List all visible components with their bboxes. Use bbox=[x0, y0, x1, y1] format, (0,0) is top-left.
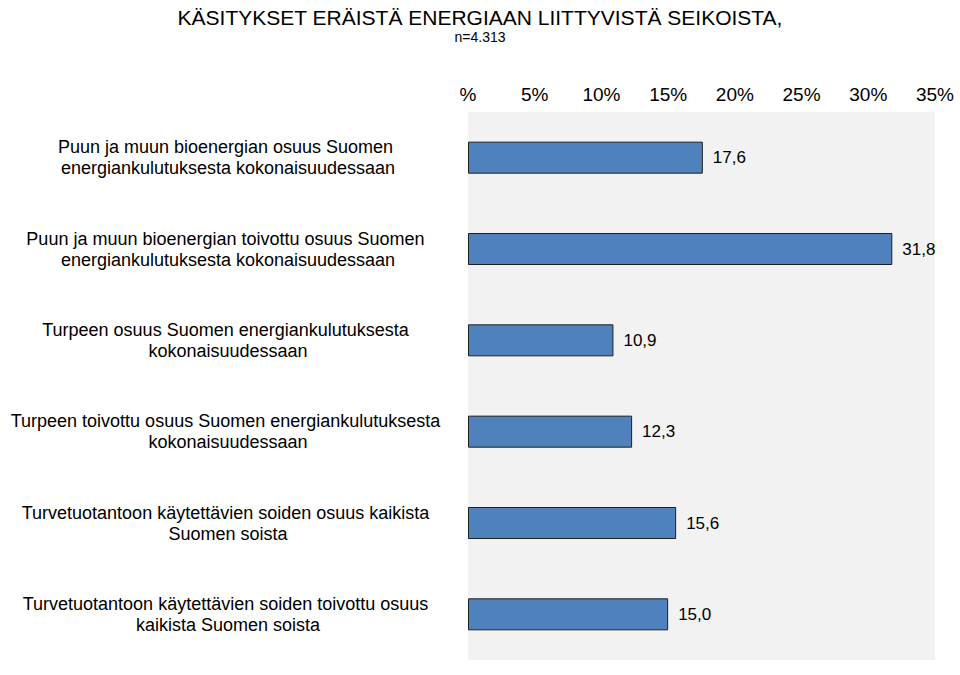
svg-text:20%: 20% bbox=[716, 84, 754, 105]
svg-text:kokonaisuudessaan: kokonaisuudessaan bbox=[148, 341, 307, 361]
svg-text:25%: 25% bbox=[783, 84, 821, 105]
svg-text:35%: 35% bbox=[916, 84, 954, 105]
svg-text:%: % bbox=[460, 84, 477, 105]
svg-text:energiankulutuksesta kokonaisu: energiankulutuksesta kokonaisuudessaan bbox=[61, 250, 395, 270]
svg-text:KÄSITYKSET ERÄISTÄ ENERGIAAN L: KÄSITYKSET ERÄISTÄ ENERGIAAN LIITTYVISTÄ… bbox=[178, 6, 783, 29]
svg-text:30%: 30% bbox=[849, 84, 887, 105]
svg-text:kokonaisuudessaan: kokonaisuudessaan bbox=[148, 432, 307, 452]
svg-text:5%: 5% bbox=[521, 84, 549, 105]
svg-text:kaikista Suomen soista: kaikista Suomen soista bbox=[136, 615, 321, 635]
svg-text:10%: 10% bbox=[582, 84, 620, 105]
svg-text:15,0: 15,0 bbox=[678, 605, 711, 624]
svg-text:Puun ja muun bioenergian osuus: Puun ja muun bioenergian osuus Suomen bbox=[58, 137, 398, 157]
svg-text:17,6: 17,6 bbox=[713, 148, 746, 167]
svg-text:10,9: 10,9 bbox=[623, 331, 656, 350]
svg-text:Suomen soista: Suomen soista bbox=[168, 524, 288, 544]
svg-text:Turpeen osuus Suomen energiank: Turpeen osuus Suomen energiankulutuksest… bbox=[42, 320, 414, 340]
svg-text:n=4.313: n=4.313 bbox=[455, 29, 506, 45]
svg-text:15%: 15% bbox=[649, 84, 687, 105]
svg-text:Puun ja muun bioenergian toivo: Puun ja muun bioenergian toivottu osuus … bbox=[26, 229, 429, 249]
svg-text:Turvetuotantoon käytettävien s: Turvetuotantoon käytettävien soiden toiv… bbox=[23, 594, 434, 614]
svg-text:12,3: 12,3 bbox=[642, 422, 675, 441]
svg-text:15,6: 15,6 bbox=[686, 514, 719, 533]
svg-text:31,8: 31,8 bbox=[902, 240, 935, 259]
svg-text:Turvetuotantoon käytettävien s: Turvetuotantoon käytettävien soiden osuu… bbox=[22, 503, 435, 523]
svg-text:energiankulutuksesta kokonaisu: energiankulutuksesta kokonaisuudessaan bbox=[61, 158, 395, 178]
svg-text:Turpeen toivottu osuus Suomen: Turpeen toivottu osuus Suomen energianku… bbox=[11, 411, 446, 431]
